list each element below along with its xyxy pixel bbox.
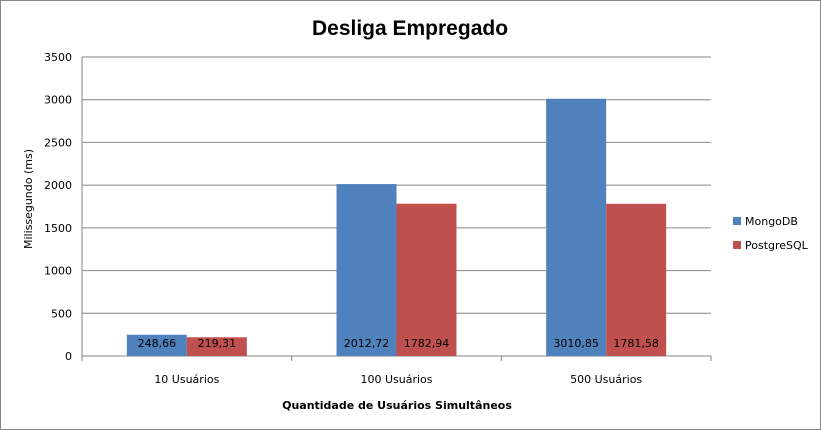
x-tick-label: 100 Usuários — [360, 373, 432, 386]
data-label: 1781,58 — [613, 337, 659, 350]
x-tick-label: 10 Usuários — [154, 373, 219, 386]
legend: MongoDB PostgreSQL — [733, 215, 809, 252]
bar — [186, 337, 247, 356]
bar — [126, 334, 187, 356]
data-label: 3010,85 — [553, 337, 599, 350]
y-tick-label: 1000 — [44, 265, 72, 278]
y-tick-label: 3500 — [44, 51, 72, 64]
y-tick-labels: 0 500 1000 1500 2000 2500 3000 3500 — [44, 51, 72, 363]
y-tick-label: 3000 — [44, 94, 72, 107]
y-tick-label: 500 — [51, 307, 72, 320]
y-axis-label: Milissegundo (ms) — [22, 149, 35, 249]
y-tick-label: 1500 — [44, 222, 72, 235]
bar — [546, 98, 607, 356]
bar — [396, 203, 457, 356]
data-label: 219,31 — [198, 337, 237, 350]
data-label: 248,66 — [138, 337, 177, 350]
legend-label: MongoDB — [745, 215, 798, 228]
data-label: 2012,72 — [344, 337, 390, 350]
x-tick-labels: 10 Usuários 100 Usuários 500 Usuários — [154, 373, 642, 386]
x-axis-label: Quantidade de Usuários Simultâneos — [282, 399, 512, 412]
bar — [606, 203, 667, 356]
bar — [336, 184, 397, 356]
legend-swatch — [733, 241, 741, 249]
y-tick-label: 0 — [65, 350, 72, 363]
x-tick-label: 500 Usuários — [570, 373, 642, 386]
legend-swatch — [733, 217, 741, 225]
bars: 248,66 219,31 2012,72 1782,94 3010,85 1781,58 — [126, 98, 667, 356]
chart-title: Desliga Empregado — [312, 17, 508, 40]
y-tick-label: 2000 — [44, 179, 72, 192]
data-label: 1782,94 — [404, 337, 450, 350]
legend-label: PostgreSQL — [745, 239, 809, 252]
y-tick-label: 2500 — [44, 136, 72, 149]
